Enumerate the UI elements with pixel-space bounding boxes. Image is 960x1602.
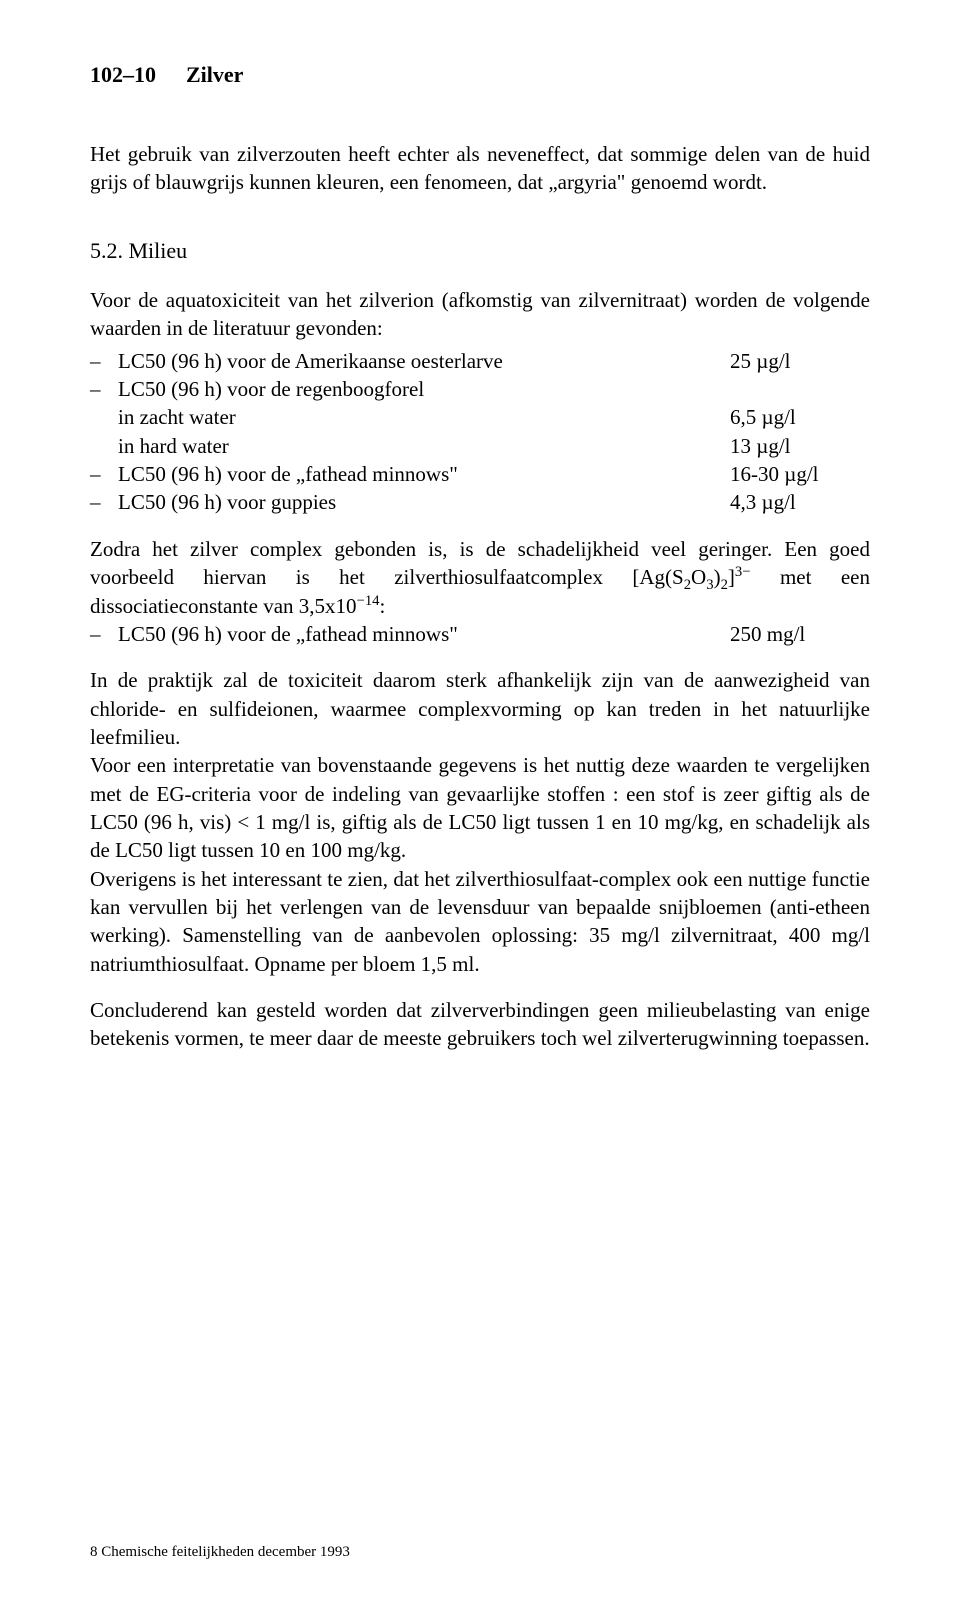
list-value: 16-30 µg/l — [730, 460, 870, 488]
list-label: LC50 (96 h) voor de „fathead minnows" — [118, 460, 730, 488]
list-label: LC50 (96 h) voor guppies — [118, 488, 730, 516]
list-item: – LC50 (96 h) voor guppies 4,3 µg/l — [90, 488, 870, 516]
subscript: 2 — [721, 577, 728, 593]
complex-list: – LC50 (96 h) voor de „fathead minnows" … — [90, 620, 870, 648]
list-item: in zacht water 6,5 µg/l — [118, 403, 870, 431]
list-value: 250 mg/l — [730, 620, 870, 648]
text: O — [691, 565, 706, 589]
list-item: – LC50 (96 h) voor de Amerikaanse oester… — [90, 347, 870, 375]
paragraph-complex: Zodra het zilver complex gebonden is, is… — [90, 535, 870, 620]
paragraph-aqua: Voor de aquatoxiciteit van het zilverion… — [90, 286, 870, 343]
text: ) — [714, 565, 721, 589]
dash-icon: – — [90, 375, 118, 403]
subscript: 3 — [706, 577, 713, 593]
list-item: – LC50 (96 h) voor de „fathead minnows" … — [90, 460, 870, 488]
section-heading: 5.2. Milieu — [90, 236, 870, 266]
list-value: 6,5 µg/l — [730, 403, 870, 431]
text: : — [380, 594, 386, 618]
list-value: 25 µg/l — [730, 347, 870, 375]
list-label: LC50 (96 h) voor de regenboogforel — [118, 375, 730, 403]
list-label: LC50 (96 h) voor de Amerikaanse oesterla… — [118, 347, 730, 375]
page-number: 102–10 — [90, 60, 156, 90]
paragraph-intro: Het gebruik van zilverzouten heeft echte… — [90, 140, 870, 197]
subscript: 2 — [684, 577, 691, 593]
paragraph-flowers: Overigens is het interessant te zien, da… — [90, 865, 870, 978]
list-value: 4,3 µg/l — [730, 488, 870, 516]
list-label: in hard water — [118, 432, 730, 460]
text: ] — [728, 565, 735, 589]
sub-list: in zacht water 6,5 µg/l in hard water 13… — [118, 403, 870, 460]
list-item: – LC50 (96 h) voor de regenboogforel — [90, 375, 870, 403]
paragraph-practice: In de praktijk zal de toxiciteit daarom … — [90, 666, 870, 751]
dash-icon: – — [90, 620, 118, 648]
list-item: – LC50 (96 h) voor de „fathead minnows" … — [90, 620, 870, 648]
list-value: 13 µg/l — [730, 432, 870, 460]
list-item: in hard water 13 µg/l — [118, 432, 870, 460]
list-label: in zacht water — [118, 403, 730, 431]
toxicity-list: – LC50 (96 h) voor de Amerikaanse oester… — [90, 347, 870, 517]
paragraph-conclusion: Concluderend kan gesteld worden dat zilv… — [90, 996, 870, 1053]
dash-icon: – — [90, 488, 118, 516]
page-footer: 8 Chemische feitelijkheden december 1993 — [90, 1542, 350, 1562]
page-title: Zilver — [186, 60, 243, 90]
dash-icon: – — [90, 460, 118, 488]
list-label: LC50 (96 h) voor de „fathead minnows" — [118, 620, 730, 648]
paragraph-criteria: Voor een interpretatie van bovenstaande … — [90, 751, 870, 864]
dash-icon: – — [90, 347, 118, 375]
superscript: −14 — [357, 593, 380, 609]
page-header: 102–10 Zilver — [90, 60, 870, 90]
superscript: 3− — [735, 564, 751, 580]
